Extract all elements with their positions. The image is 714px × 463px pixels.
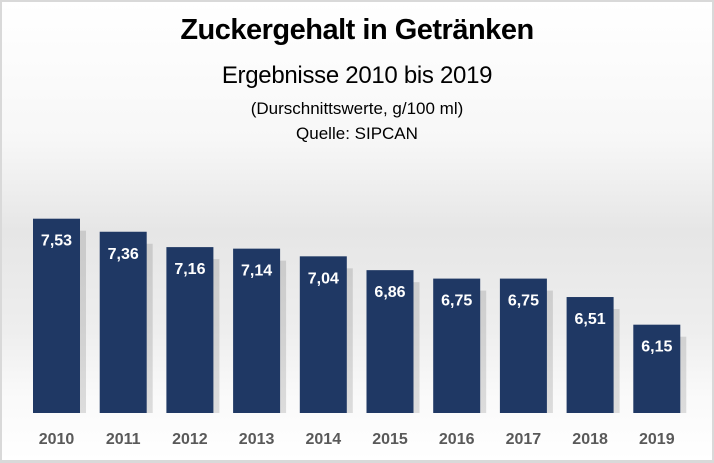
x-tick-label-2018: 2018 xyxy=(572,431,608,448)
value-label-2015: 6,86 xyxy=(374,284,405,301)
bar-2014 xyxy=(299,256,347,413)
x-tick-label-2015: 2015 xyxy=(372,431,408,448)
value-label-2014: 7,04 xyxy=(308,270,339,287)
x-tick-label-2013: 2013 xyxy=(239,431,275,448)
x-tick-label-2012: 2012 xyxy=(172,431,208,448)
x-tick-label-2019: 2019 xyxy=(639,431,675,448)
bar-2016 xyxy=(433,278,481,413)
x-tick-label-2016: 2016 xyxy=(439,431,475,448)
bar-2017 xyxy=(499,278,547,413)
bar-2010 xyxy=(33,218,80,413)
value-label-2016: 6,75 xyxy=(441,293,472,310)
bar-2018 xyxy=(566,297,614,413)
chart-unit-note: (Durschnittswerte, g/100 ml) xyxy=(250,99,464,118)
value-label-2019: 6,15 xyxy=(641,339,672,356)
value-label-2012: 7,16 xyxy=(174,261,205,278)
value-label-2010: 7,53 xyxy=(41,233,72,250)
x-tick-label-2011: 2011 xyxy=(106,431,141,448)
x-tick-label-2017: 2017 xyxy=(506,431,542,448)
value-label-2011: 7,36 xyxy=(108,246,139,263)
value-label-2017: 6,75 xyxy=(508,293,539,310)
x-tick-label-2014: 2014 xyxy=(306,431,342,448)
chart-source: Quelle: SIPCAN xyxy=(296,124,418,143)
bar-2013 xyxy=(233,248,281,413)
bar-2012 xyxy=(166,247,214,413)
value-label-2018: 6,51 xyxy=(575,311,606,328)
bar-2015 xyxy=(366,270,414,413)
x-tick-label-2010: 2010 xyxy=(39,431,75,448)
bar-2011 xyxy=(99,231,147,413)
chart-title: Zuckergehalt in Getränken xyxy=(180,14,534,46)
value-label-2013: 7,14 xyxy=(241,263,272,280)
chart-subtitle: Ergebnisse 2010 bis 2019 xyxy=(221,62,493,89)
bar-2019 xyxy=(633,324,681,413)
